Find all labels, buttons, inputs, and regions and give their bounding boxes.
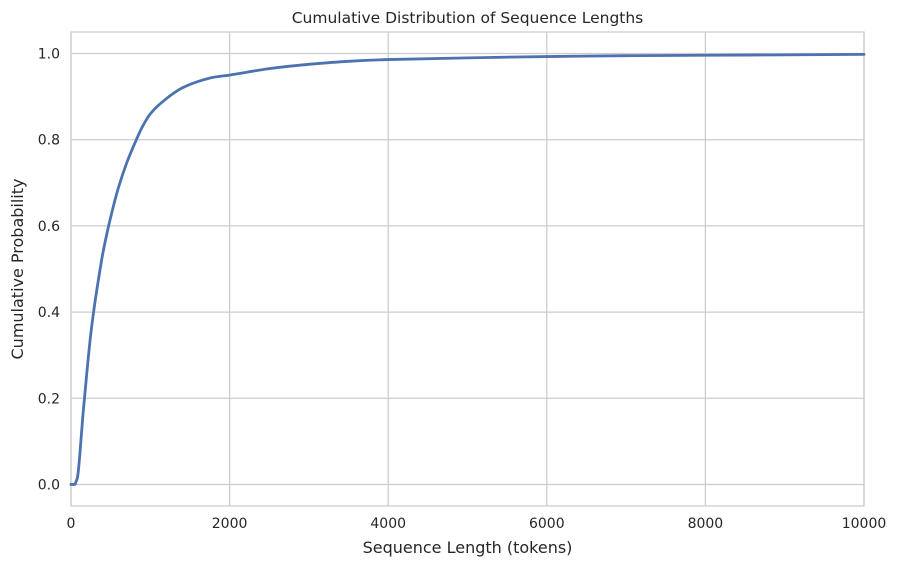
y-tick-label: 0.8 [38,133,60,149]
y-tick-label: 1.0 [38,47,60,63]
x-tick-label: 2000 [212,516,248,532]
y-tick-label: 0.6 [38,219,60,235]
grid [70,32,865,506]
y-tick-label: 0.0 [38,477,60,493]
x-tick-label: 10000 [842,516,887,532]
cdf-line [69,53,866,486]
tick-labels: 0 2000 4000 6000 8000 10000 0.0 0.2 0.4 0.6 0.8 1.0 [38,47,887,532]
x-tick-label: 8000 [688,516,724,532]
y-axis-label: Cumulative Probability [8,179,27,360]
x-tick-label: 6000 [529,516,565,532]
x-tick-label: 0 [67,516,76,532]
y-tick-label: 0.2 [38,391,60,407]
chart-title: Cumulative Distribution of Sequence Leng… [292,9,644,27]
series-layer [69,53,866,486]
x-tick-label: 4000 [370,516,406,532]
x-axis-label: Sequence Length (tokens) [363,538,573,557]
y-tick-label: 0.4 [38,305,60,321]
plot-frame [70,31,865,507]
